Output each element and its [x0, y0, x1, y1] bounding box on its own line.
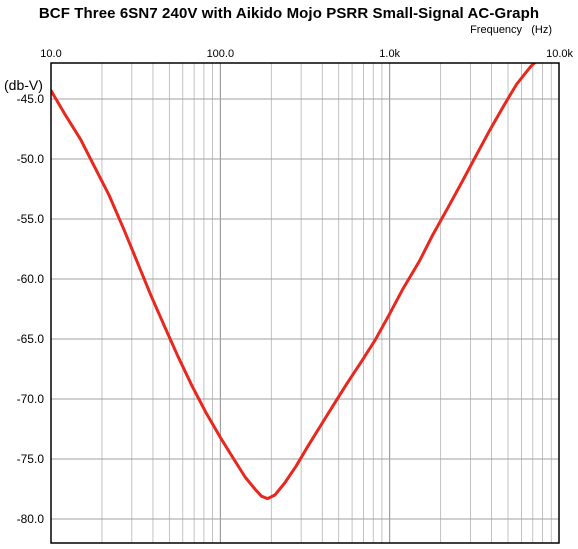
x-tick-label: 10.0k [546, 48, 573, 60]
plot-frame [50, 62, 560, 544]
x-axis-label: Frequency (Hz) [470, 24, 552, 36]
y-axis-label: (db-V) [4, 77, 43, 93]
series-line [51, 63, 537, 501]
y-tick-label: -45.0 [17, 92, 45, 106]
x-tick-label: 1.0k [379, 48, 400, 60]
grid [51, 63, 559, 543]
x-tick-labels: 10.0 100.0 1.0k 10.0k [40, 48, 573, 60]
x-tick-label: 10.0 [40, 48, 61, 60]
series [51, 63, 537, 501]
y-tick-label: -50.0 [17, 152, 45, 166]
y-tick-label: -80.0 [17, 512, 45, 526]
y-tick-labels: -45.0 -50.0 -55.0 -60.0 -65.0 -70.0 -75.0 -80.0 [17, 92, 45, 526]
y-tick-label: -75.0 [17, 452, 45, 466]
x-tick-label: 100.0 [207, 48, 235, 60]
y-tick-label: -70.0 [17, 392, 45, 406]
chart-title: BCF Three 6SN7 240V with Aikido Mojo PSR… [38, 5, 540, 22]
y-tick-label: -55.0 [17, 212, 45, 226]
y-tick-label: -65.0 [17, 332, 45, 346]
y-tick-label: -60.0 [17, 272, 45, 286]
